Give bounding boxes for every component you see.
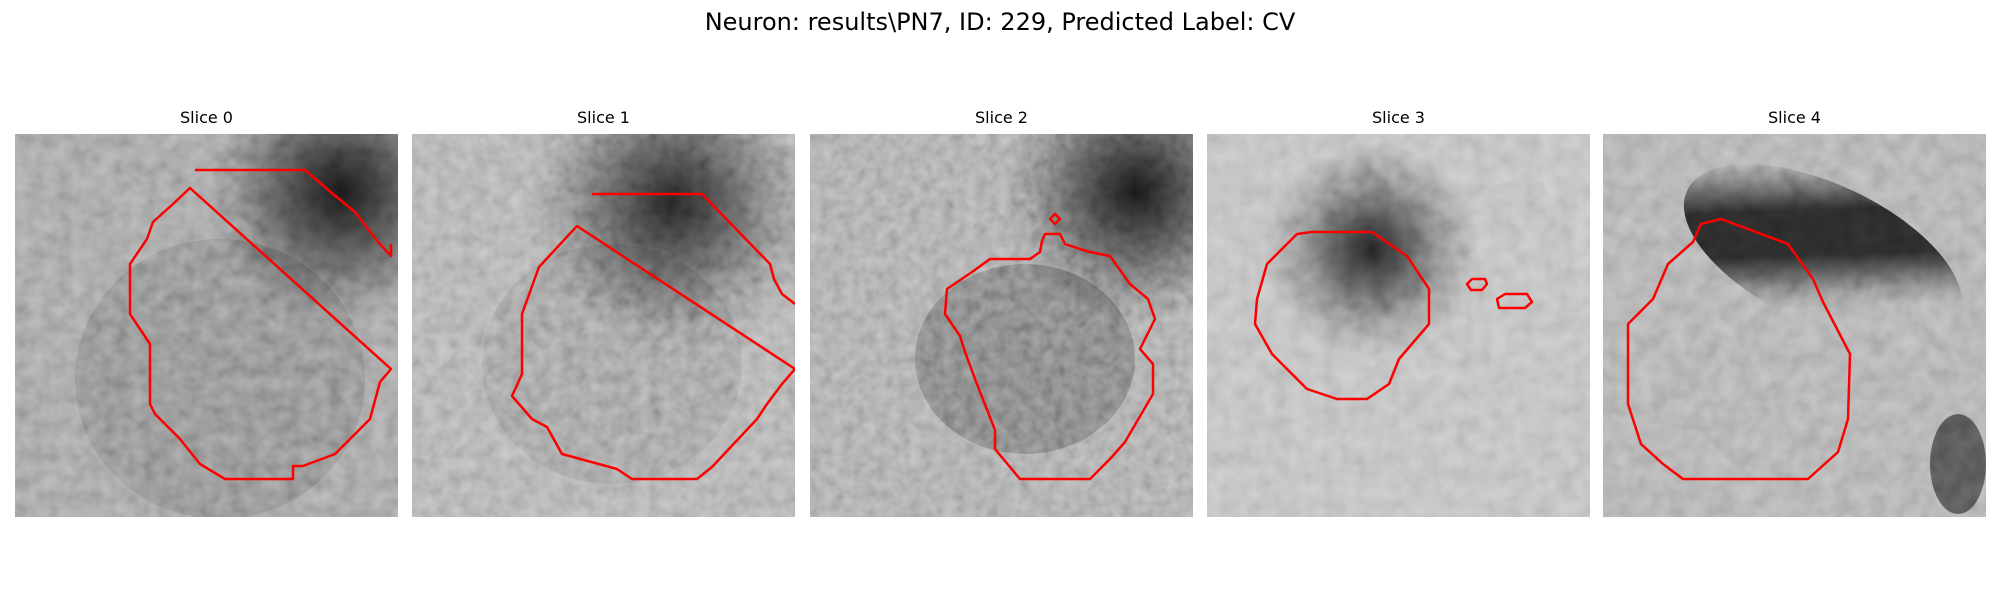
slice-3-panel: Slice 3 — [1207, 108, 1590, 517]
slice-4-panel: Slice 4 — [1603, 108, 1986, 517]
slice-0-panel: Slice 0 — [15, 108, 398, 517]
slice-3-contour — [1253, 230, 1534, 401]
slice-1-title: Slice 1 — [577, 108, 630, 127]
slice-2-title: Slice 2 — [975, 108, 1028, 127]
slice-4-image — [1603, 134, 1986, 517]
slice-4-contour — [1626, 217, 1852, 481]
slice-3-image — [1207, 134, 1590, 517]
slice-2-image — [810, 134, 1193, 517]
slice-0-image — [15, 134, 398, 517]
slice-4-title: Slice 4 — [1768, 108, 1821, 127]
slice-0-contour — [128, 168, 393, 481]
slice-2-contour — [943, 212, 1157, 481]
slice-3-title: Slice 3 — [1372, 108, 1425, 127]
slice-0-title: Slice 0 — [180, 108, 233, 127]
slice-1-image — [412, 134, 795, 517]
slice-1-contour — [510, 192, 795, 481]
slice-1-panel: Slice 1 — [412, 108, 795, 517]
figure-title: Neuron: results\PN7, ID: 229, Predicted … — [704, 8, 1296, 36]
slice-2-panel: Slice 2 — [810, 108, 1193, 517]
